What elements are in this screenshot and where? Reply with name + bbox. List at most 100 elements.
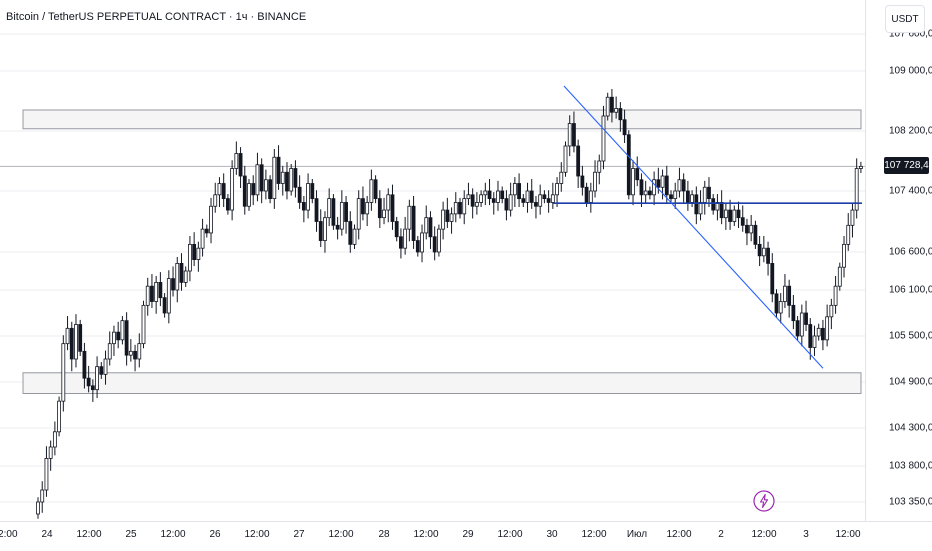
candle — [356, 198, 361, 230]
currency-button[interactable]: USDT — [885, 5, 925, 33]
candle — [652, 179, 657, 196]
candle — [40, 489, 45, 503]
candle — [474, 202, 479, 207]
candle — [799, 312, 804, 337]
candle — [656, 179, 661, 188]
candle — [234, 153, 239, 169]
candle — [685, 190, 690, 203]
time-axis-label: 12:00 — [413, 529, 439, 540]
candle — [517, 183, 521, 200]
candle — [808, 324, 813, 348]
price-axis-label: 109 000,0 — [889, 65, 932, 77]
candle — [377, 198, 382, 219]
candle — [213, 194, 218, 207]
candle — [854, 168, 859, 211]
candle — [369, 179, 374, 203]
price-axis-label: 103 350,0 — [889, 496, 932, 508]
candle — [145, 285, 150, 306]
candle — [774, 293, 779, 314]
candle — [394, 221, 399, 238]
candle — [128, 350, 133, 356]
candle — [415, 240, 420, 253]
candle — [116, 331, 121, 341]
candle — [120, 320, 125, 341]
candle — [546, 198, 551, 203]
candle — [263, 179, 268, 192]
candle — [538, 194, 543, 207]
time-axis-label: 2 — [718, 529, 724, 540]
candle — [57, 400, 61, 433]
candle — [795, 320, 800, 337]
candle — [761, 247, 766, 257]
candle — [407, 205, 412, 230]
time-axis-label: 12:00 — [835, 529, 861, 540]
candle — [86, 377, 91, 387]
candle — [622, 119, 627, 136]
chart-canvas[interactable] — [0, 0, 865, 521]
candle — [339, 202, 344, 230]
candle — [297, 186, 302, 203]
candle — [597, 160, 602, 173]
support-zone — [22, 372, 862, 394]
candle — [331, 198, 336, 226]
price-axis[interactable]: 107 600,0 109 000,0 108 200,0 107 400,0 … — [865, 0, 932, 521]
symbol-title[interactable]: Bitcoin / TetherUS PERPETUAL CONTRACT · … — [6, 11, 307, 23]
descending-trendline — [563, 85, 824, 369]
candle — [825, 316, 830, 341]
candle — [626, 134, 631, 196]
candle — [833, 285, 838, 306]
time-axis-label: 12:00 — [497, 529, 523, 540]
candle — [112, 331, 116, 345]
candle — [542, 194, 547, 200]
candle — [576, 145, 581, 177]
lightning-icon[interactable] — [753, 490, 775, 512]
chart-area[interactable]: Bitcoin / TetherUS PERPETUAL CONTRACT · … — [0, 0, 865, 521]
candle — [453, 202, 458, 215]
candle — [846, 224, 851, 245]
candle — [745, 224, 749, 234]
candle — [209, 205, 213, 234]
candle — [52, 431, 57, 448]
candle — [386, 194, 391, 211]
candle — [690, 194, 694, 203]
candle — [470, 194, 475, 207]
candle — [310, 183, 315, 200]
time-axis-label: 12:00 — [0, 529, 18, 540]
candle — [200, 228, 205, 249]
resistance-zone — [22, 109, 862, 130]
candle — [36, 501, 40, 515]
time-axis[interactable]: 12:00 24 12:00 25 12:00 26 12:00 27 12:0… — [0, 521, 932, 551]
candle — [504, 198, 509, 211]
price-axis-label: 106 600,0 — [889, 246, 932, 258]
price-axis-label: 104 900,0 — [889, 376, 932, 388]
candle — [740, 217, 745, 226]
candle — [787, 285, 792, 306]
candle — [605, 96, 610, 117]
candle — [361, 198, 365, 215]
candle — [614, 108, 619, 113]
candle — [259, 164, 264, 192]
candle — [770, 262, 775, 295]
candle — [420, 232, 424, 253]
candle — [192, 243, 197, 261]
candle — [285, 171, 289, 192]
candle — [673, 190, 678, 200]
candle — [314, 198, 319, 222]
candle — [601, 115, 606, 162]
candle — [660, 175, 665, 188]
candle — [534, 202, 538, 207]
candle — [133, 350, 137, 360]
price-axis-label: 103 800,0 — [889, 460, 932, 472]
candle — [411, 205, 416, 241]
candle — [280, 171, 285, 184]
candle — [698, 202, 703, 215]
time-axis-label: 12:00 — [76, 529, 102, 540]
candle — [639, 179, 644, 196]
candle — [272, 156, 277, 200]
candle — [859, 165, 863, 169]
time-axis-label: 12:00 — [751, 529, 777, 540]
candle — [783, 285, 787, 302]
candle — [559, 171, 564, 184]
candle — [90, 385, 95, 391]
candle — [95, 366, 99, 391]
